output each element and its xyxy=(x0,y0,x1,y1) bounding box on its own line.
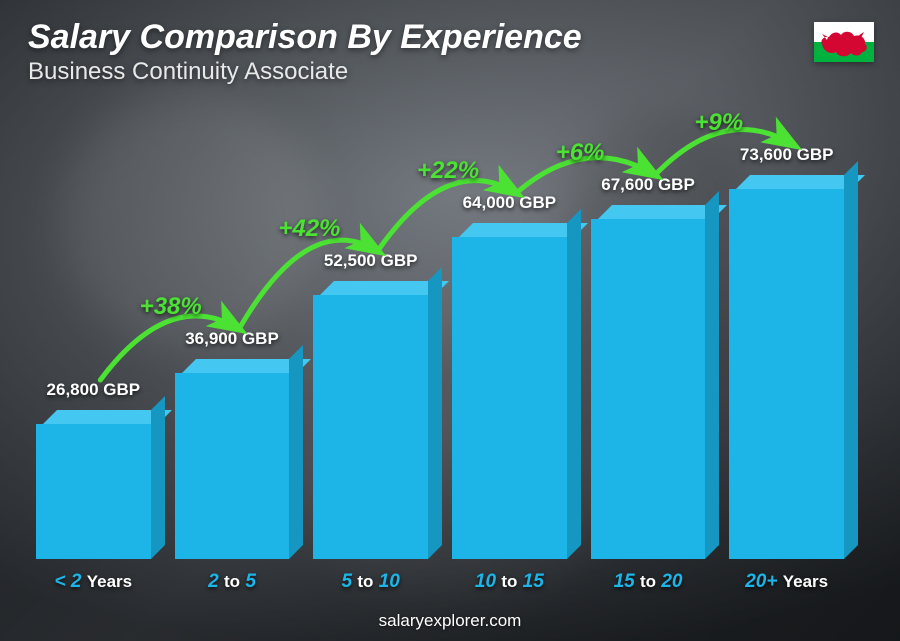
bar-body xyxy=(729,175,844,559)
bar-column: 73,600 GBP xyxy=(729,145,844,559)
bar-column: 26,800 GBP xyxy=(36,380,151,559)
bar-column: 36,900 GBP xyxy=(175,329,290,559)
bar-column: 64,000 GBP xyxy=(452,193,567,559)
bar-value-label: 36,900 GBP xyxy=(185,329,279,349)
x-axis-label: < 2 Years xyxy=(36,571,151,593)
x-axis-label: 20+ Years xyxy=(729,571,844,593)
bar-column: 67,600 GBP xyxy=(591,175,706,559)
x-axis-label: 15 to 20 xyxy=(591,571,706,593)
x-axis-label: 10 to 15 xyxy=(452,571,567,593)
bar-value-label: 73,600 GBP xyxy=(740,145,834,165)
wales-flag-icon xyxy=(814,22,874,62)
bar-body xyxy=(36,410,151,559)
bar-value-label: 52,500 GBP xyxy=(324,251,418,271)
chart-title: Salary Comparison By Experience xyxy=(28,18,582,57)
growth-percent-label: +22% xyxy=(417,157,479,185)
bar-body xyxy=(175,359,290,559)
chart-subtitle: Business Continuity Associate xyxy=(28,58,348,86)
growth-percent-label: +38% xyxy=(140,293,202,321)
infographic-canvas: Salary Comparison By Experience Business… xyxy=(0,0,900,641)
bar-value-label: 26,800 GBP xyxy=(47,380,141,400)
bar-body xyxy=(313,281,428,559)
bar-chart: 26,800 GBP 36,900 GBP 52,500 GBP 64,000 … xyxy=(24,90,856,593)
growth-percent-label: +42% xyxy=(278,215,340,243)
bar-value-label: 67,600 GBP xyxy=(601,175,695,195)
x-axis-label: 5 to 10 xyxy=(313,571,428,593)
growth-percent-label: +9% xyxy=(694,109,743,137)
bar-column: 52,500 GBP xyxy=(313,251,428,559)
x-axis-labels: < 2 Years 2 to 5 5 to 10 10 to 15 15 to 20 20… xyxy=(24,571,856,593)
bar-body xyxy=(591,205,706,559)
growth-percent-label: +6% xyxy=(556,139,605,167)
bar-body xyxy=(452,223,567,559)
bar-value-label: 64,000 GBP xyxy=(463,193,557,213)
source-footer: salaryexplorer.com xyxy=(0,611,900,631)
x-axis-label: 2 to 5 xyxy=(175,571,290,593)
